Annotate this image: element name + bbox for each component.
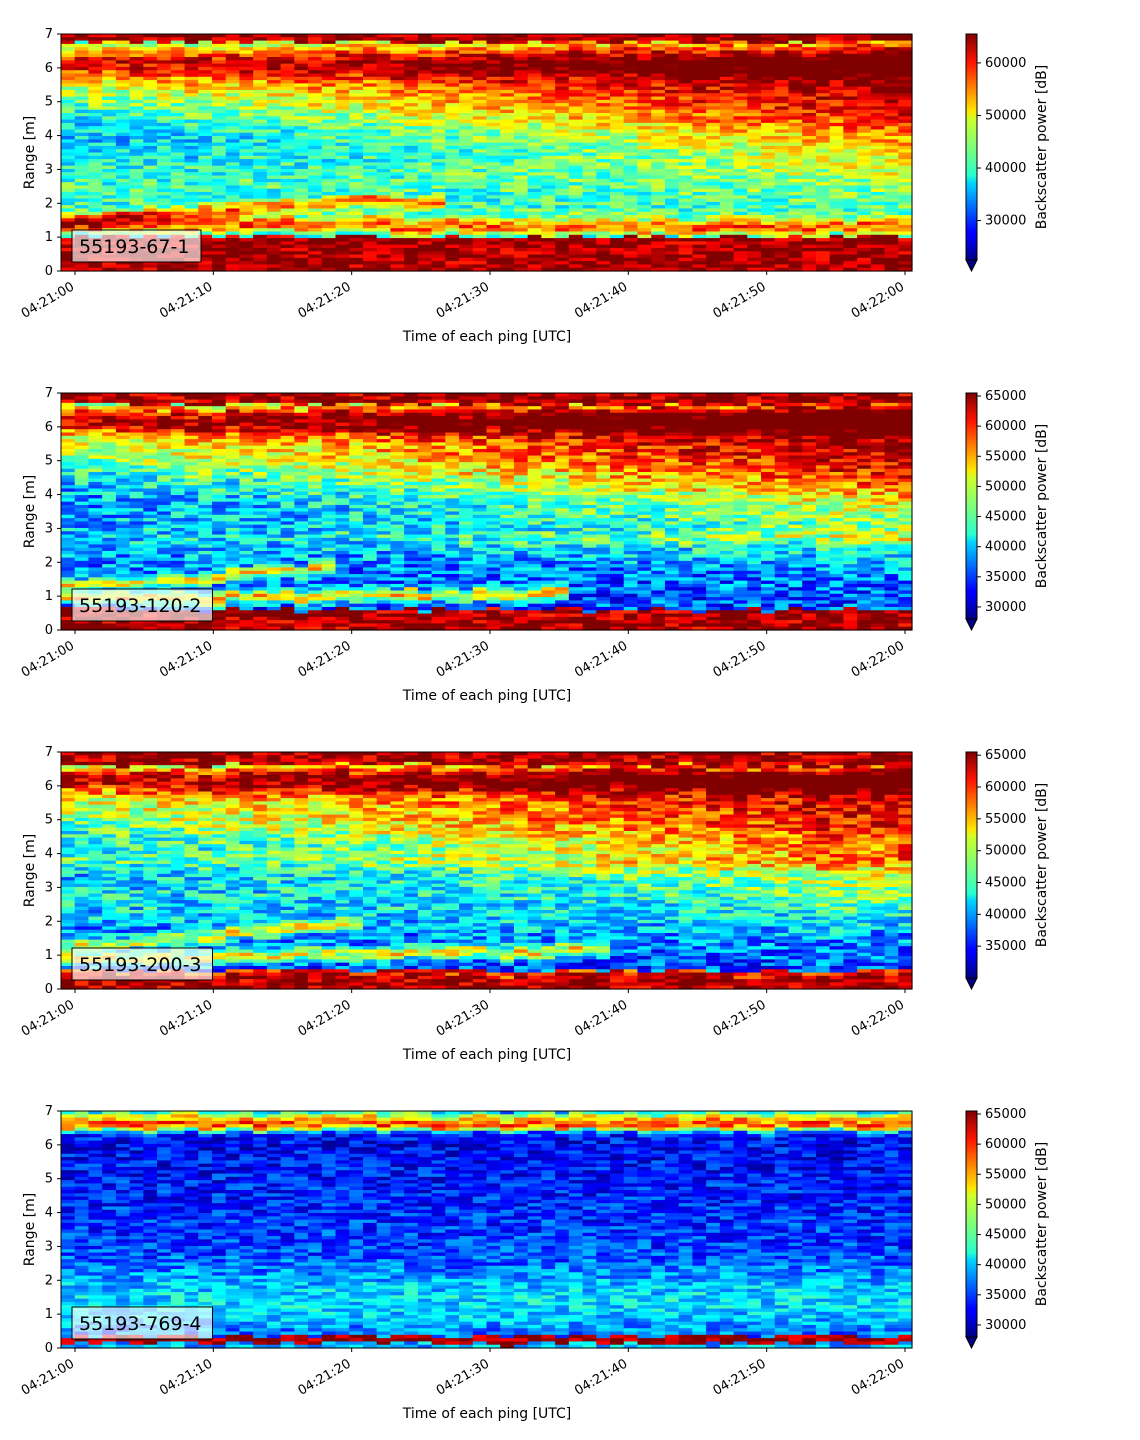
panel-label: 55193-67-1	[79, 236, 189, 258]
y-tick-label: 7	[45, 27, 53, 42]
x-tick-label: 04:21:30	[434, 279, 492, 321]
y-tick-label: 5	[45, 95, 53, 110]
x-tick-label: 04:22:00	[849, 279, 907, 321]
y-axis-label: Range [m]	[22, 116, 38, 189]
x-tick-label: 04:21:50	[711, 279, 769, 321]
y-tick-label: 0	[45, 264, 53, 279]
x-tick-label: 04:21:40	[572, 279, 630, 321]
x-tick-label: 04:21:10	[157, 279, 215, 321]
y-tick-label: 1	[45, 230, 53, 245]
y-tick-label: 4	[45, 129, 53, 144]
x-tick-label: 04:21:20	[296, 279, 354, 321]
x-axis-label: Time of each ping [UTC]	[402, 329, 572, 345]
colorbar-extend-arrow	[966, 260, 977, 271]
panel-1: 0 1 2 3 4 5 6 7 04:21:00 04:21:10 04:21:20 04:21:30…	[19, 27, 1050, 345]
y-tick-label: 6	[45, 61, 53, 76]
y-tick-label: 2	[45, 196, 53, 211]
colorbar-tick-label: 50000	[985, 108, 1026, 123]
colorbar-tick-label: 40000	[985, 161, 1026, 176]
y-tick-label: 3	[45, 162, 53, 177]
colorbar-label: Backscatter power [dB]	[1034, 65, 1050, 230]
x-tick-label: 04:21:00	[19, 279, 77, 321]
colorbar-tick-label: 30000	[985, 214, 1026, 229]
colorbar	[966, 34, 977, 260]
colorbar-tick-label: 60000	[985, 56, 1026, 71]
